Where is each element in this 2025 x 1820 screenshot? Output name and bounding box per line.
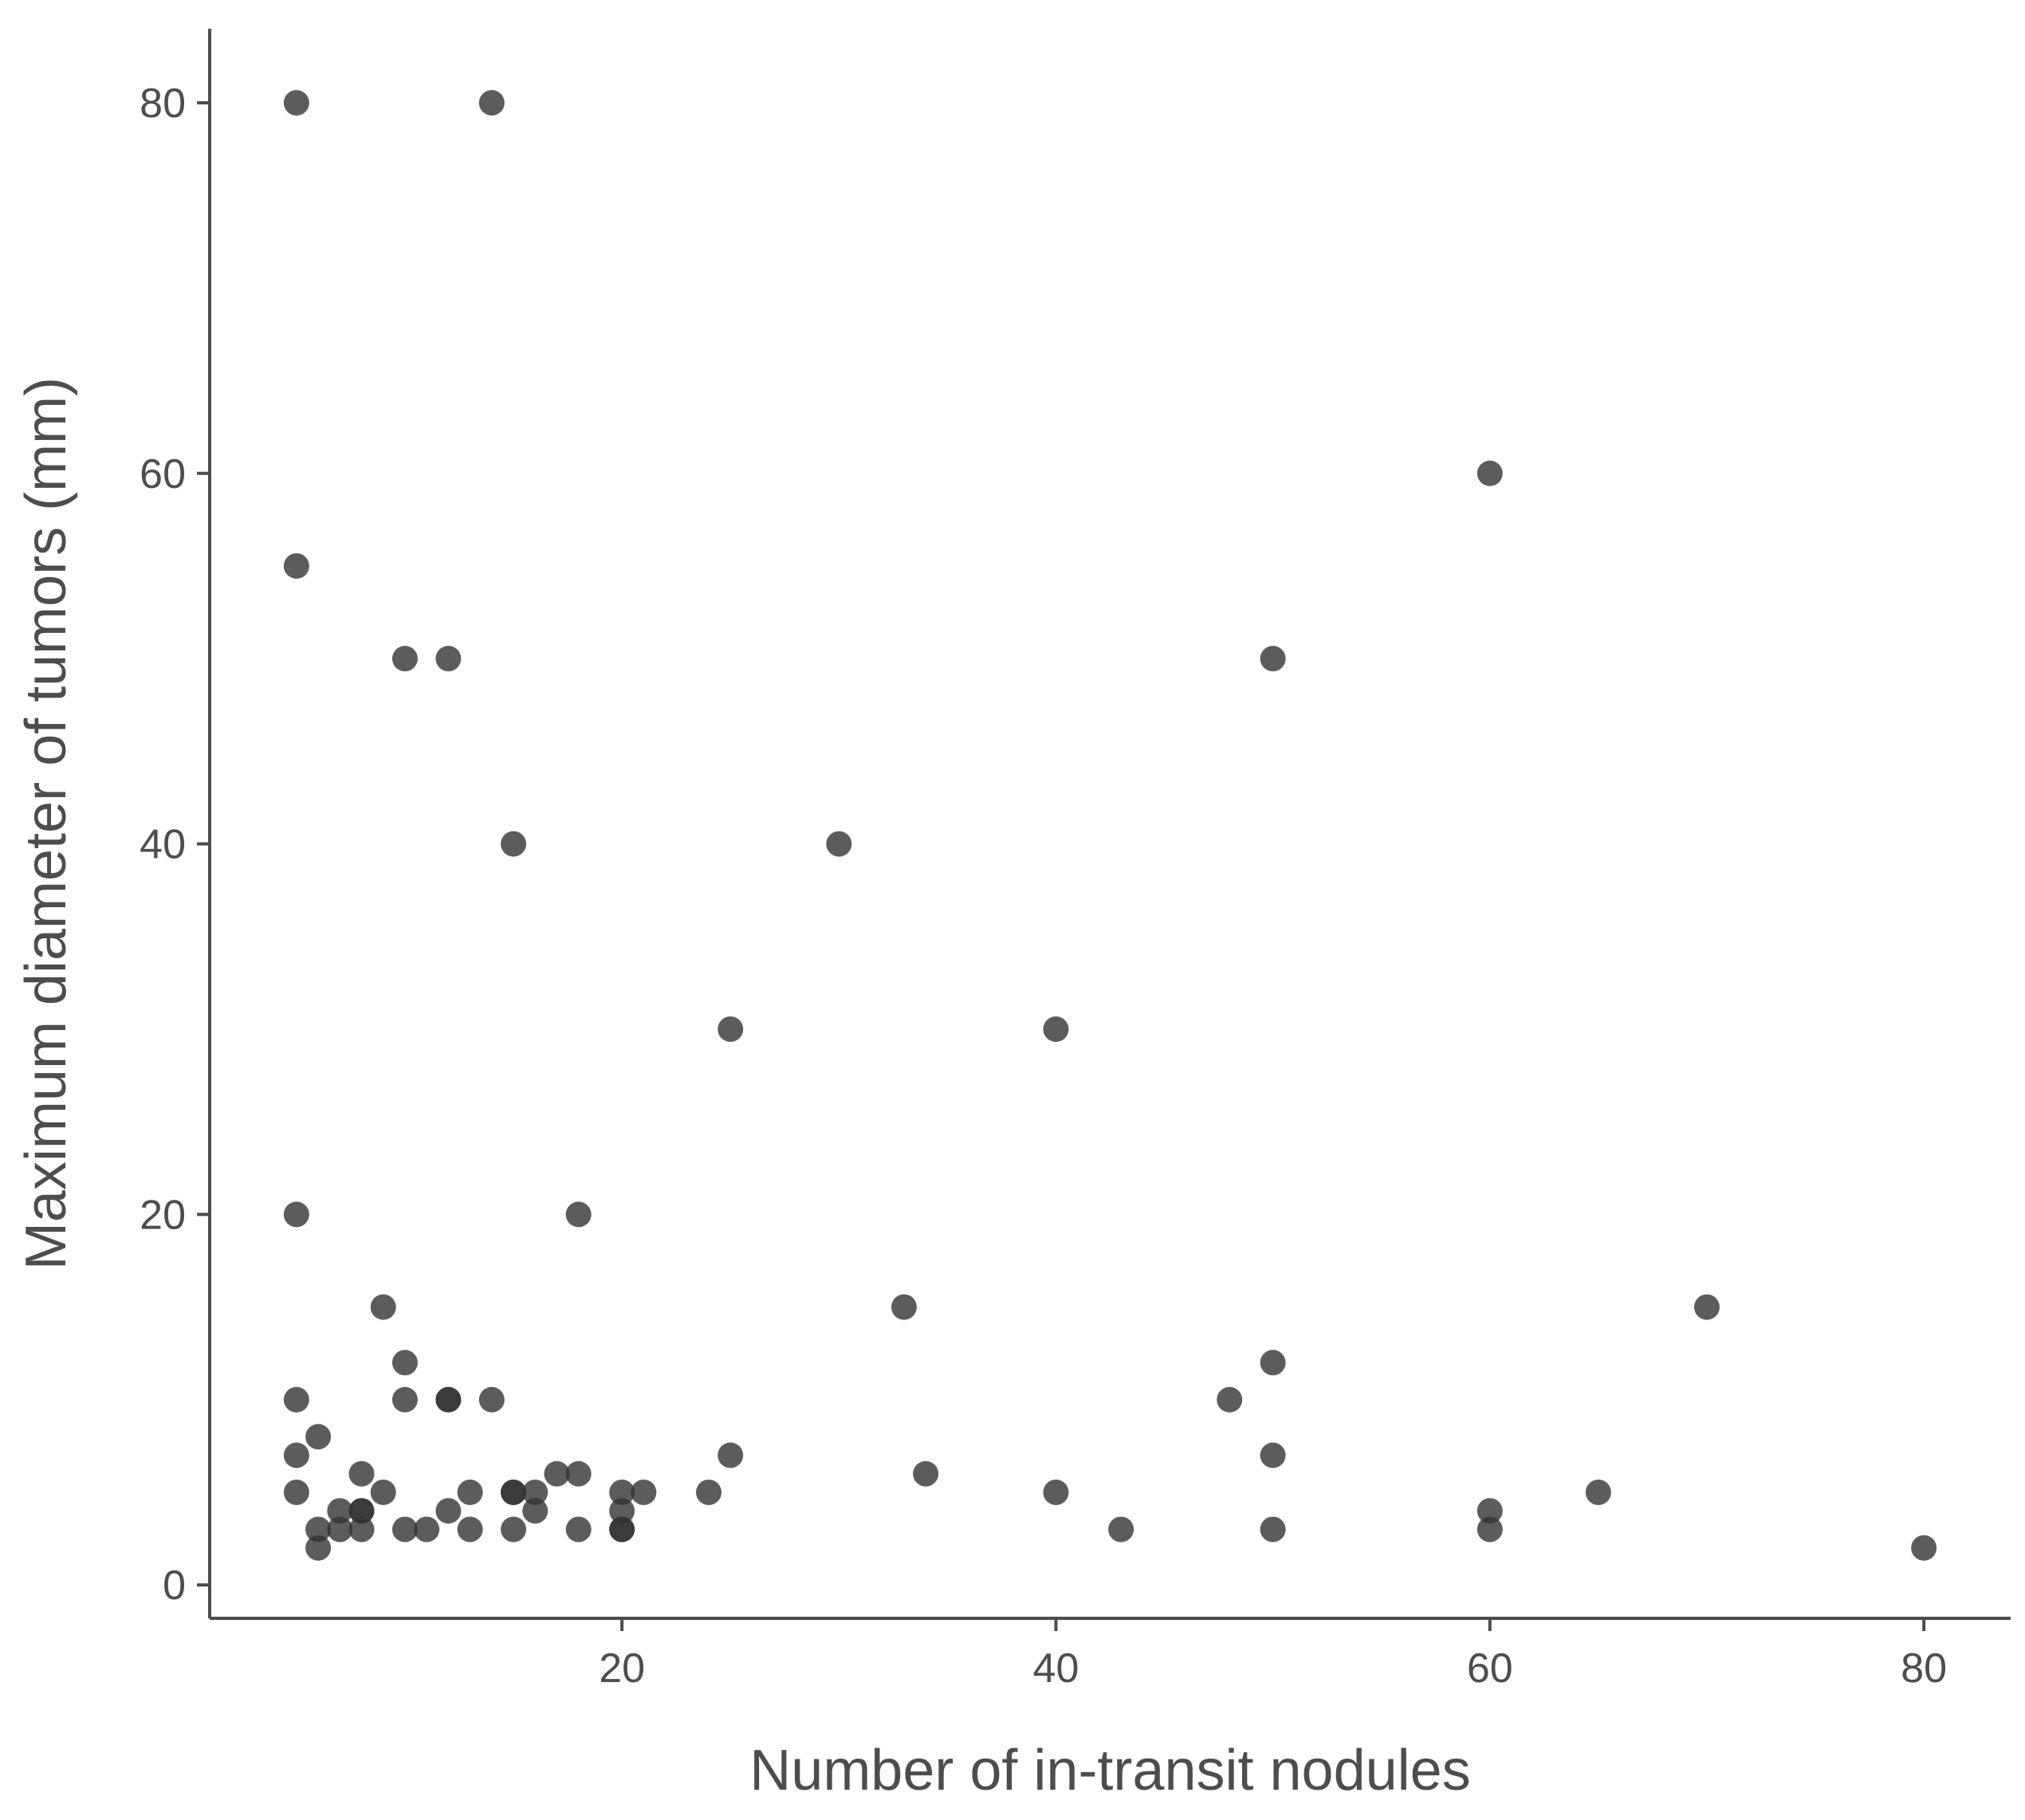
data-point (435, 646, 462, 672)
data-point (327, 1498, 353, 1524)
data-point (565, 1460, 592, 1487)
data-point (913, 1460, 939, 1487)
data-point (305, 1535, 332, 1561)
data-point (1108, 1516, 1134, 1543)
data-point (391, 646, 418, 672)
data-point (609, 1498, 635, 1524)
data-point (501, 1516, 527, 1543)
x-tick-label: 60 (1467, 1645, 1513, 1692)
data-point (565, 1201, 592, 1228)
data-point (501, 1479, 527, 1505)
data-point (826, 831, 852, 857)
data-point (631, 1479, 657, 1505)
data-point (501, 831, 527, 857)
data-point (1911, 1535, 1937, 1561)
data-points (283, 89, 1937, 1561)
data-point (1585, 1479, 1611, 1505)
x-axis-ticks: 20 40 60 80 (599, 1618, 1947, 1692)
data-point (327, 1516, 353, 1543)
data-point (522, 1479, 549, 1505)
data-point (478, 89, 505, 116)
x-tick-label: 40 (1033, 1645, 1079, 1692)
data-point (305, 1424, 332, 1450)
data-point (1043, 1479, 1069, 1505)
x-tick-label: 80 (1901, 1645, 1947, 1692)
data-point (305, 1516, 332, 1543)
data-point (283, 552, 309, 579)
x-tick-label: 20 (599, 1645, 645, 1692)
data-point (609, 1516, 635, 1543)
data-point (522, 1498, 549, 1524)
data-point (283, 1201, 309, 1228)
y-axis-title: Maximum diameter of tumors (mm) (14, 377, 78, 1270)
y-tick-label: 0 (163, 1563, 186, 1609)
data-point (283, 1386, 309, 1413)
data-point (1043, 1016, 1069, 1042)
data-point (391, 1516, 418, 1543)
data-point (544, 1460, 570, 1487)
y-tick-label: 20 (140, 1192, 186, 1238)
data-point (348, 1460, 375, 1487)
y-tick-label: 40 (140, 822, 186, 868)
y-tick-label: 60 (140, 451, 186, 497)
data-point (348, 1516, 375, 1543)
data-point (1217, 1386, 1243, 1413)
data-point (370, 1479, 396, 1505)
data-point (283, 1479, 309, 1505)
data-point (391, 1386, 418, 1413)
data-point (457, 1479, 483, 1505)
data-point (457, 1516, 483, 1543)
data-point (283, 1442, 309, 1468)
data-point (414, 1516, 440, 1543)
data-point (370, 1294, 396, 1320)
data-point (565, 1516, 592, 1543)
data-point (478, 1386, 505, 1413)
data-point (283, 89, 309, 116)
data-point (1260, 1516, 1286, 1543)
axes (208, 29, 2011, 1620)
data-point (348, 1498, 375, 1524)
x-axis-title: Number of in-transit nodules (749, 1739, 1470, 1802)
data-point (1260, 646, 1286, 672)
data-point (1476, 1498, 1503, 1524)
data-point (1476, 460, 1503, 486)
data-point (718, 1442, 744, 1468)
data-point (718, 1016, 744, 1042)
data-point (1693, 1294, 1720, 1320)
data-point (609, 1479, 635, 1505)
data-point (1260, 1350, 1286, 1376)
data-point (435, 1498, 462, 1524)
data-point (435, 1386, 462, 1413)
data-point (1476, 1516, 1503, 1543)
data-point (695, 1479, 722, 1505)
data-point (391, 1350, 418, 1376)
y-axis-ticks: 0 20 40 60 80 (140, 81, 210, 1609)
data-point (1260, 1442, 1286, 1468)
data-point (891, 1294, 917, 1320)
y-tick-label: 80 (140, 81, 186, 127)
